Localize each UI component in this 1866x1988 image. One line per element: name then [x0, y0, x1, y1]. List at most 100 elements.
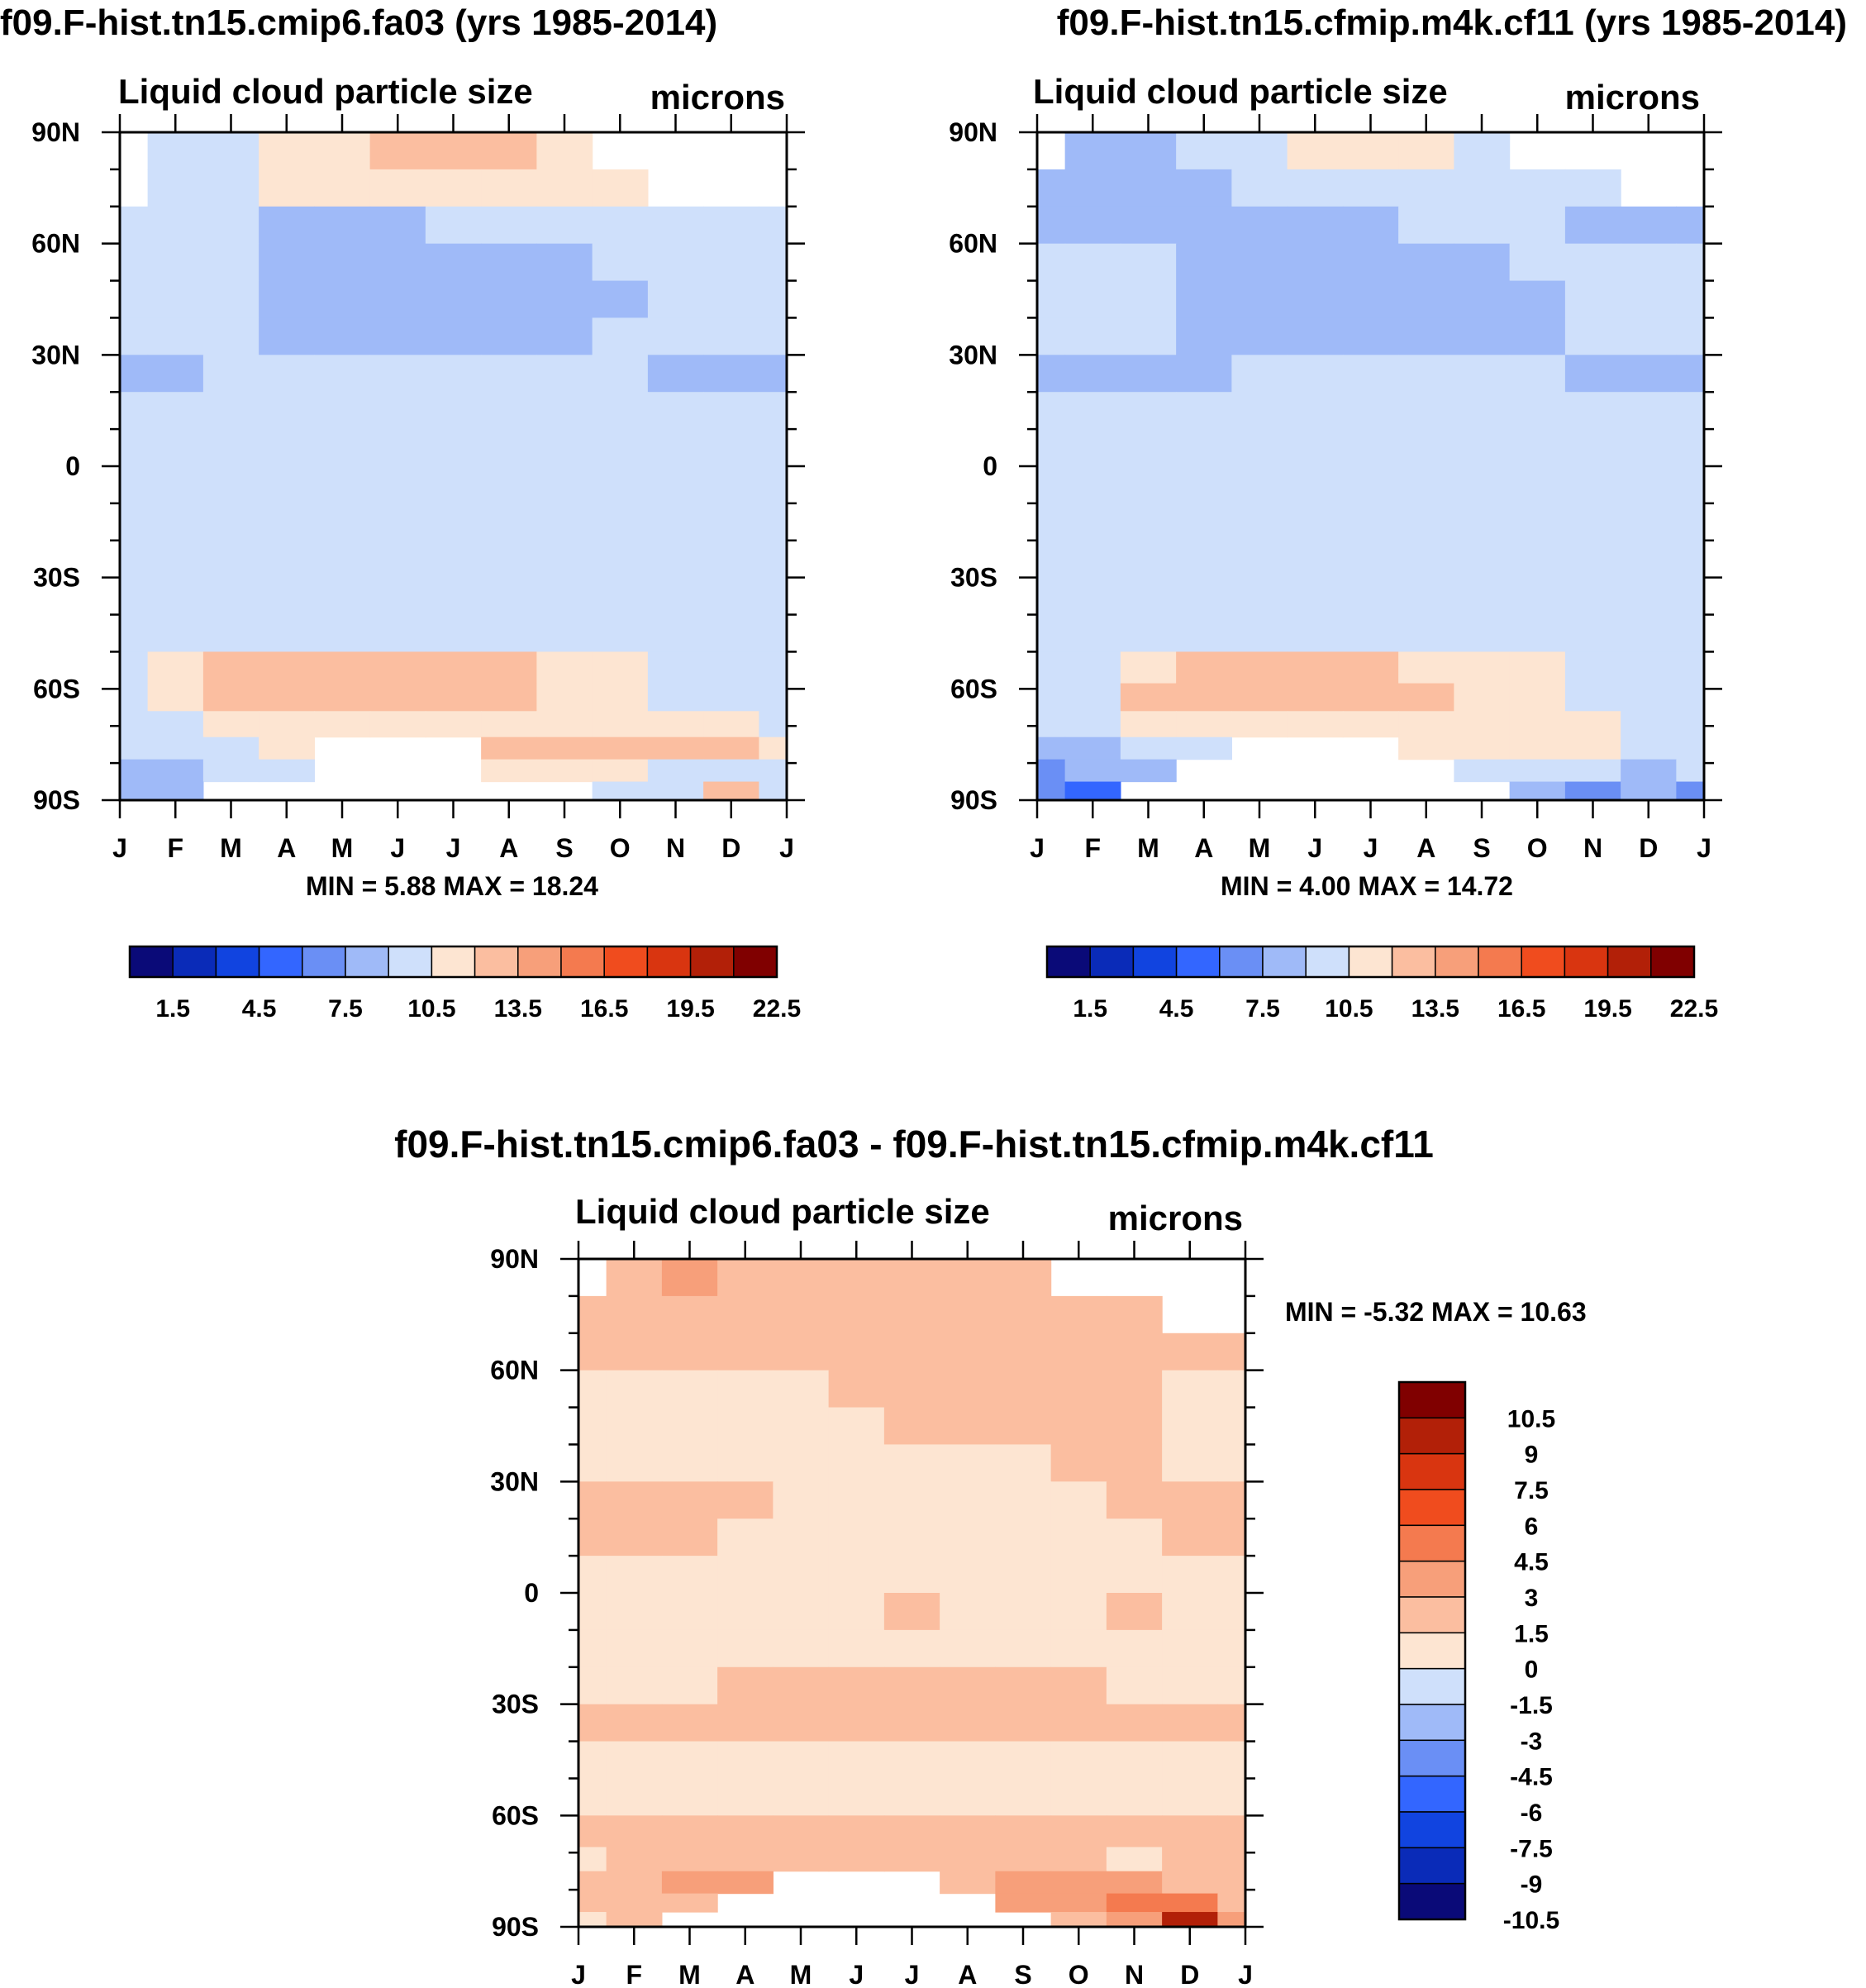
heatmap-cell	[1564, 781, 1621, 801]
heatmap-cell	[606, 1332, 663, 1371]
heatmap-cell	[1217, 1518, 1246, 1557]
heatmap-cell	[717, 1518, 774, 1557]
heatmap-cell	[592, 651, 649, 684]
heatmap-cell	[940, 1259, 996, 1297]
heatmap-cell	[1106, 1593, 1163, 1631]
heatmap-cell	[120, 711, 149, 738]
colorbar-swatch	[1564, 946, 1609, 978]
heatmap-cell	[1217, 1741, 1246, 1780]
heatmap-cell	[425, 711, 482, 738]
heatmap-cell	[202, 243, 259, 282]
heatmap-cell	[536, 614, 593, 653]
heatmap-cell	[120, 280, 149, 319]
y-tick-label: 60S	[492, 1800, 539, 1830]
heatmap-cell	[1120, 206, 1177, 245]
heatmap-cell	[1621, 280, 1677, 319]
colorbar-label: -3	[1521, 1728, 1543, 1755]
heatmap-cell	[259, 759, 315, 783]
heatmap-cell	[647, 280, 704, 319]
heatmap-cell	[1120, 683, 1177, 712]
heatmap-cell	[259, 683, 315, 712]
heatmap-cell	[1037, 169, 1066, 207]
heatmap-cell	[647, 206, 704, 245]
heatmap-cell	[1106, 1518, 1163, 1557]
heatmap-cell	[202, 540, 259, 579]
heatmap-cell	[1120, 503, 1177, 541]
heatmap-cell	[717, 1704, 774, 1742]
heatmap-cell	[1676, 355, 1705, 393]
heatmap-cell	[940, 1871, 996, 1895]
heatmap-cell	[1564, 503, 1621, 541]
heatmap-cell	[1564, 466, 1621, 504]
heatmap-cell	[481, 392, 537, 430]
heatmap-cell	[1454, 683, 1511, 712]
heatmap-cell	[1287, 503, 1344, 541]
heatmap-cell	[314, 206, 371, 245]
heatmap-cell	[1120, 392, 1177, 430]
heatmap-cell	[661, 1556, 718, 1594]
heatmap-cell	[828, 1556, 885, 1594]
heatmap-cell	[883, 1778, 940, 1816]
heatmap-cell	[1064, 711, 1121, 738]
x-tick-label: O	[1527, 833, 1548, 863]
heatmap-cell	[1454, 614, 1511, 653]
colorbar-label: 16.5	[580, 995, 628, 1023]
x-tick-label: O	[610, 833, 631, 863]
colorbar-swatch	[1391, 946, 1436, 978]
heatmap-cell	[1564, 355, 1621, 393]
heatmap-cell	[1564, 711, 1621, 738]
y-tick-label: 90S	[950, 785, 997, 815]
heatmap-cell	[1509, 280, 1566, 319]
heatmap-cell	[940, 1815, 996, 1848]
heatmap-cell	[369, 683, 426, 712]
heatmap-cell	[1509, 206, 1566, 245]
heatmap-cell	[1037, 355, 1066, 393]
colorbar-swatch	[1478, 946, 1522, 978]
heatmap-cell	[759, 711, 788, 738]
heatmap-cell	[536, 577, 593, 616]
heatmap-cell	[759, 683, 788, 712]
heatmap-cell	[1564, 429, 1621, 467]
heatmap-cell	[1217, 1704, 1246, 1742]
heatmap-cell	[1162, 1741, 1218, 1780]
heatmap-cell	[592, 614, 649, 653]
heatmap-cell	[606, 1847, 663, 1872]
heatmap-cell	[1398, 429, 1454, 467]
heatmap-cell	[578, 1481, 607, 1519]
heatmap-cell	[759, 651, 788, 684]
heatmap-cell	[1106, 1815, 1163, 1848]
x-tick-label: A	[1416, 833, 1435, 863]
heatmap-cell	[1342, 466, 1399, 504]
heatmap-cell	[1176, 392, 1232, 430]
heatmap-cell	[369, 206, 426, 245]
heatmap-cell	[1676, 317, 1705, 355]
x-tick-label: J	[571, 1960, 586, 1988]
heatmap-cell	[592, 759, 649, 783]
heatmap-cell	[259, 651, 315, 684]
heatmap-cell	[578, 1444, 607, 1482]
heatmap-cell	[717, 1741, 774, 1780]
heatmap-cell	[1287, 355, 1344, 393]
colorbar-swatch	[431, 946, 476, 978]
heatmap-cell	[1106, 1912, 1163, 1928]
heatmap-cell	[1050, 1629, 1107, 1668]
heatmap-cell	[1162, 1629, 1218, 1668]
heatmap-cell	[1217, 1815, 1246, 1848]
heatmap-cell	[202, 429, 259, 467]
heatmap-cell	[1064, 132, 1121, 170]
heatmap-cell	[883, 1666, 940, 1705]
heatmap-cell	[1398, 132, 1454, 170]
heatmap-cell	[1621, 243, 1677, 282]
colorbar-swatch	[1305, 946, 1350, 978]
heatmap-cell	[606, 1444, 663, 1482]
colorbar-label: 3	[1525, 1585, 1539, 1612]
heatmap-cell	[259, 243, 315, 282]
heatmap-cell	[1231, 540, 1288, 579]
colorbar-swatch	[1398, 1632, 1466, 1670]
heatmap-cell	[592, 737, 649, 760]
heatmap-cell	[647, 392, 704, 430]
heatmap-cell	[481, 355, 537, 393]
panel-bottom-plot: 90N 60N 30N 0 30S 60S 90S J F M A M J J A S O N D J	[490, 1241, 1264, 1988]
y-tick-label: 60N	[31, 229, 80, 259]
heatmap-cell	[314, 711, 371, 738]
